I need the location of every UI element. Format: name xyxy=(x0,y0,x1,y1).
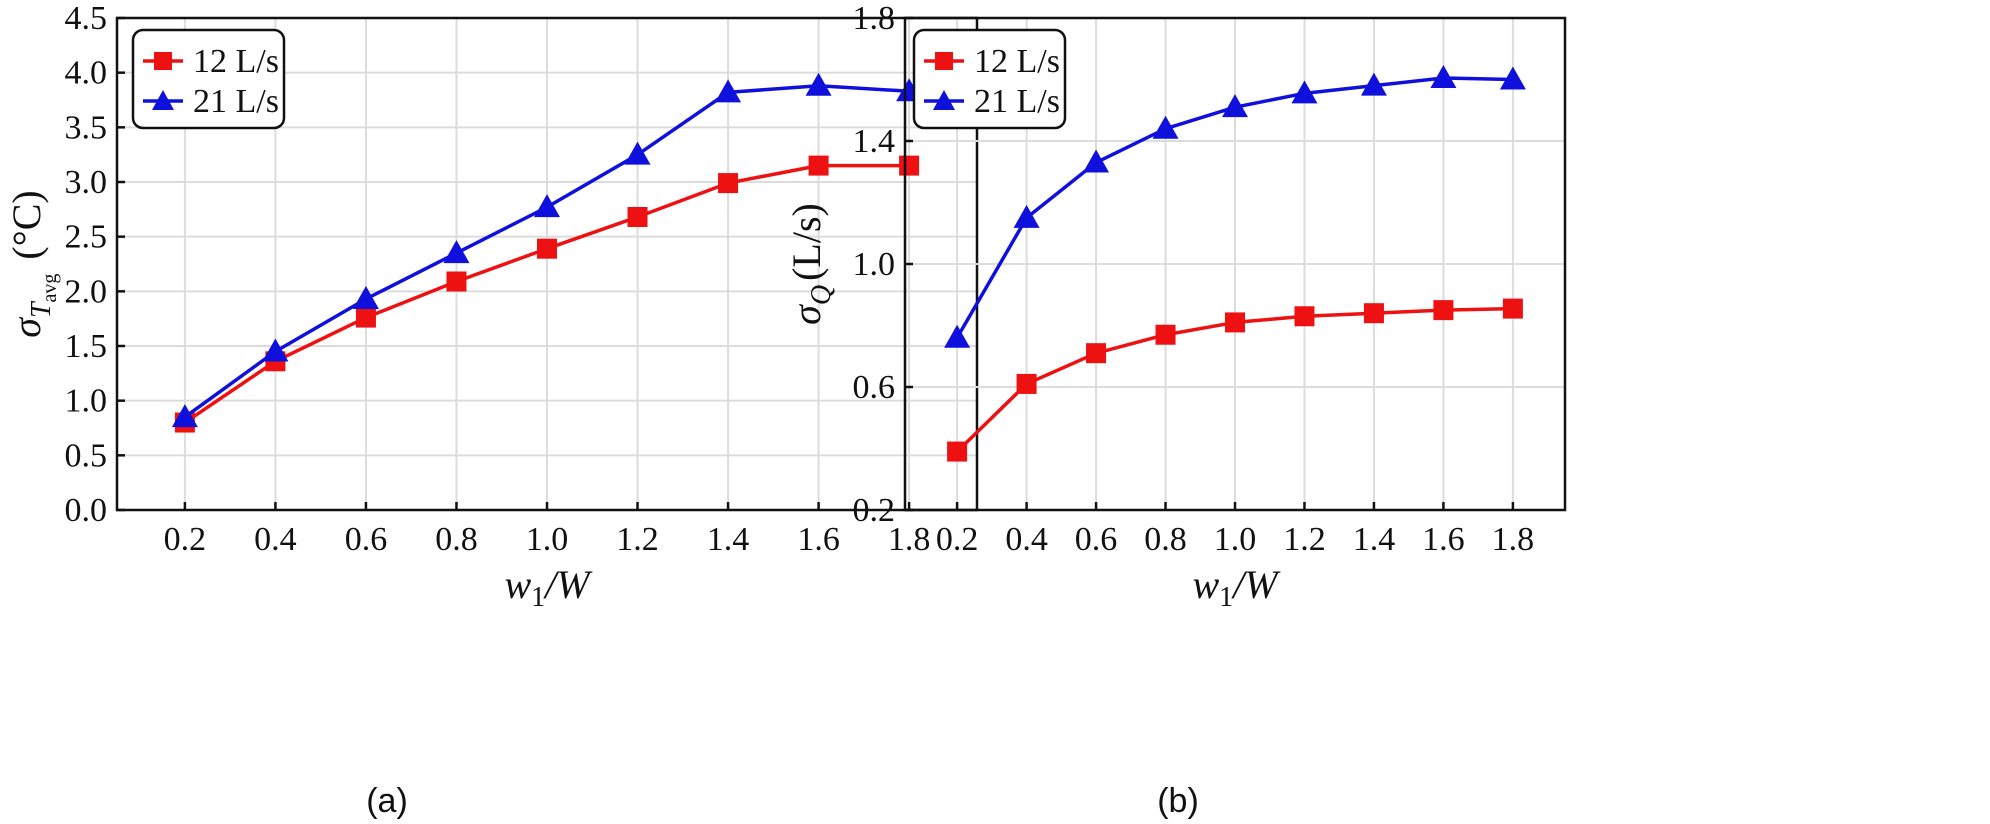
data-point-triangle xyxy=(1083,149,1110,173)
legend-marker-square xyxy=(935,52,953,70)
panel-a: 0.2 0.4 0.6 0.8 1.0 1.2 1.4 1.6 1.8 0.0 0.5 1.0 1.5 2… xyxy=(4,0,979,820)
y-axis-label: σTavg (°C) xyxy=(4,190,61,338)
y-tick-label: 2.0 xyxy=(65,273,108,310)
x-tick-label: 1.4 xyxy=(707,521,750,558)
legend-label-0: 12 L/s xyxy=(193,43,279,80)
x-axis-label-sub: 1 xyxy=(1219,582,1233,613)
y-tick-label: 2.5 xyxy=(65,219,108,256)
x-tick-label: 0.4 xyxy=(254,521,297,558)
x-tick-label: 0.8 xyxy=(435,521,478,558)
x-axis-label-main: w xyxy=(1192,562,1219,607)
data-point-square xyxy=(808,155,829,176)
y-axis-label-sub: T xyxy=(26,300,57,318)
data-point-square xyxy=(627,206,648,227)
x-tick-label: 0.2 xyxy=(936,521,979,558)
y-axis-label-unit: (°C) xyxy=(4,190,49,259)
data-point-square xyxy=(1294,306,1315,327)
y-tick-label: 1.5 xyxy=(65,328,108,365)
y-axis-label: σQ (L/s) xyxy=(784,203,837,325)
y-axis-label-unit: (L/s) xyxy=(784,203,829,281)
y-tick-label: 0.6 xyxy=(853,369,896,406)
data-point-square xyxy=(1155,324,1176,345)
legend-marker-triangle xyxy=(152,90,174,110)
x-tick-label: 1.0 xyxy=(526,521,569,558)
x-tick-label: 0.6 xyxy=(1075,521,1118,558)
data-point-triangle xyxy=(171,404,198,428)
legend-marker-triangle xyxy=(933,90,955,110)
data-point-square xyxy=(1016,373,1037,394)
data-point-triangle xyxy=(944,324,971,348)
data-point-triangle xyxy=(1222,94,1248,118)
data-point-triangle xyxy=(1430,64,1457,88)
data-point-triangle xyxy=(624,141,651,165)
y-axis-label-sub: Q xyxy=(806,285,837,305)
legend-label-1: 21 L/s xyxy=(193,83,279,120)
x-axis-label: w1/W xyxy=(1192,562,1281,613)
data-point-square xyxy=(537,238,557,259)
y-tick-label: 1.4 xyxy=(853,123,896,160)
data-point-square xyxy=(899,155,920,176)
y-axis-label-subsub: avg xyxy=(39,274,61,303)
x-tick-label: 0.2 xyxy=(164,521,207,558)
x-tick-label: 1.8 xyxy=(1492,521,1535,558)
data-point-triangle xyxy=(1152,115,1179,139)
data-point-square xyxy=(355,307,376,328)
y-tick-label: 4.5 xyxy=(65,0,108,37)
x-tick-label: 0.6 xyxy=(345,521,388,558)
panel-caption: (a) xyxy=(366,782,408,820)
data-point-triangle xyxy=(1360,72,1387,96)
x-tick-label: 0.4 xyxy=(1005,521,1048,558)
x-tick-label: 0.8 xyxy=(1144,521,1187,558)
data-point-square xyxy=(1502,298,1523,319)
data-point-square xyxy=(947,441,968,462)
y-axis-label-main: σ xyxy=(784,304,829,325)
y-axis-label-main: σ xyxy=(4,317,49,338)
data-point-square xyxy=(1433,300,1454,321)
x-axis-label-sub: 1 xyxy=(531,582,545,613)
data-point-triangle xyxy=(352,285,379,309)
data-point-triangle xyxy=(443,240,470,264)
y-tick-label: 1.0 xyxy=(65,383,108,420)
y-tick-label: 0.5 xyxy=(65,437,108,474)
data-point-triangle xyxy=(805,72,832,96)
data-point-square xyxy=(1225,312,1245,333)
x-tick-label: 1.4 xyxy=(1353,521,1396,558)
x-axis-label-rest: /W xyxy=(1231,562,1281,607)
y-tick-label: 3.5 xyxy=(65,109,108,146)
y-tick-label: 1.8 xyxy=(853,0,896,37)
data-point-square xyxy=(1363,303,1384,324)
data-point-triangle xyxy=(534,194,560,218)
x-tick-label: 1.8 xyxy=(888,521,931,558)
legend: 12 L/s21 L/s xyxy=(912,28,1067,130)
data-point-triangle xyxy=(1291,80,1318,104)
x-axis-label: w1/W xyxy=(504,562,593,613)
data-point-triangle xyxy=(262,338,289,362)
y-tick-label: 0.0 xyxy=(65,492,108,529)
y-tick-label: 3.0 xyxy=(65,164,108,201)
legend-label-0: 12 L/s xyxy=(974,43,1060,80)
data-point-square xyxy=(446,271,467,292)
y-tick-label: 4.0 xyxy=(65,55,108,92)
panel-caption: (b) xyxy=(1157,782,1199,820)
y-tick-label: 1.0 xyxy=(853,246,896,283)
x-tick-label: 1.0 xyxy=(1214,521,1257,558)
legend-marker-square xyxy=(154,52,172,70)
data-point-triangle xyxy=(1499,66,1526,90)
x-tick-label: 1.2 xyxy=(616,521,659,558)
x-tick-label: 1.6 xyxy=(797,521,840,558)
panel-b: 0.2 0.4 0.6 0.8 1.0 1.2 1.4 1.6 1.80.20.61.01.41… xyxy=(784,0,1567,820)
x-axis-label-main: w xyxy=(504,562,531,607)
x-tick-label: 1.2 xyxy=(1283,521,1326,558)
data-point-square xyxy=(718,173,739,194)
x-tick-label: 1.6 xyxy=(1422,521,1465,558)
data-point-triangle xyxy=(715,79,742,103)
legend: 12 L/s21 L/s xyxy=(131,28,286,130)
legend-label-1: 21 L/s xyxy=(974,83,1060,120)
y-tick-label: 0.2 xyxy=(853,492,896,529)
x-axis-label-rest: /W xyxy=(543,562,593,607)
data-point-triangle xyxy=(1013,204,1040,228)
data-point-square xyxy=(1086,343,1107,364)
